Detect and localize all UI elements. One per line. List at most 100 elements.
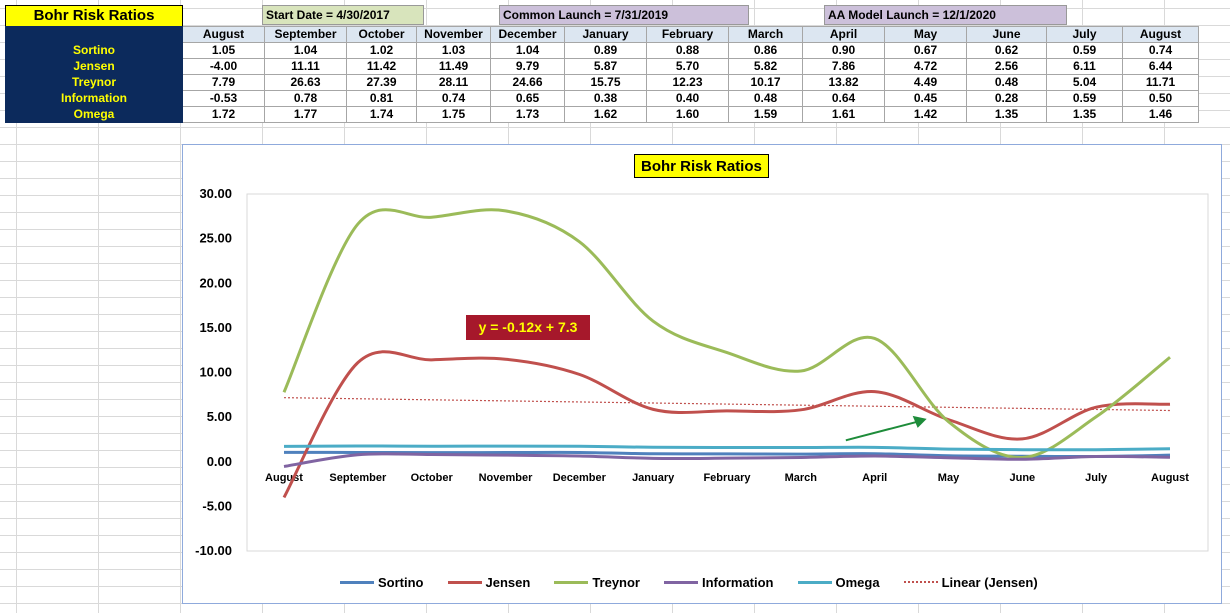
table-cell[interactable]: 5.87: [564, 58, 647, 75]
month-header[interactable]: April: [802, 26, 885, 43]
row-label[interactable]: Treynor: [5, 74, 183, 91]
table-cell[interactable]: 1.35: [1046, 106, 1123, 123]
start-date-note[interactable]: Start Date = 4/30/2017: [262, 5, 424, 25]
table-cell[interactable]: 0.74: [1122, 42, 1199, 59]
x-tick-label: December: [553, 472, 607, 484]
month-header[interactable]: August: [1122, 26, 1199, 43]
table-cell[interactable]: 1.72: [182, 106, 265, 123]
aa-model-launch-note[interactable]: AA Model Launch = 12/1/2020: [824, 5, 1067, 25]
x-tick-label: February: [703, 472, 751, 484]
table-cell[interactable]: 0.67: [884, 42, 967, 59]
month-header[interactable]: November: [416, 26, 491, 43]
table-cell[interactable]: 1.59: [728, 106, 803, 123]
table-cell[interactable]: 0.40: [646, 90, 729, 107]
table-cell[interactable]: 11.49: [416, 58, 491, 75]
table-cell[interactable]: 1.61: [802, 106, 885, 123]
table-cell[interactable]: 1.74: [346, 106, 417, 123]
chart-area[interactable]: [182, 144, 1222, 604]
table-cell[interactable]: 1.62: [564, 106, 647, 123]
table-cell[interactable]: 0.78: [264, 90, 347, 107]
table-cell[interactable]: -4.00: [182, 58, 265, 75]
legend-item: Treynor: [554, 575, 640, 590]
table-cell[interactable]: 9.79: [490, 58, 565, 75]
table-cell[interactable]: 0.62: [966, 42, 1047, 59]
y-tick-label: 20.00: [199, 275, 232, 290]
month-header[interactable]: December: [490, 26, 565, 43]
table-cell[interactable]: 7.86: [802, 58, 885, 75]
month-header[interactable]: July: [1046, 26, 1123, 43]
table-cell[interactable]: 0.89: [564, 42, 647, 59]
table-cell[interactable]: 1.46: [1122, 106, 1199, 123]
table-cell[interactable]: 11.71: [1122, 74, 1199, 91]
table-cell[interactable]: 11.11: [264, 58, 347, 75]
legend-swatch: [447, 580, 482, 584]
table-cell[interactable]: 5.04: [1046, 74, 1123, 91]
table-cell[interactable]: 0.59: [1046, 42, 1123, 59]
table-cell[interactable]: 10.17: [728, 74, 803, 91]
legend-item: Sortino: [340, 575, 424, 590]
table-cell[interactable]: 1.04: [490, 42, 565, 59]
plot-area: [246, 193, 1209, 552]
table-cell[interactable]: 1.60: [646, 106, 729, 123]
table-cell[interactable]: 1.77: [264, 106, 347, 123]
table-cell[interactable]: 7.79: [182, 74, 265, 91]
table-cell[interactable]: 24.66: [490, 74, 565, 91]
month-header[interactable]: February: [646, 26, 729, 43]
table-cell[interactable]: 11.42: [346, 58, 417, 75]
table-cell[interactable]: 5.70: [646, 58, 729, 75]
x-tick-label: January: [632, 472, 675, 484]
table-row: Omega 1.72 1.77 1.74 1.75 1.73 1.62 1.60 1.59 1.6…: [5, 106, 1199, 123]
table-cell[interactable]: 0.65: [490, 90, 565, 107]
y-tick-label: -10.00: [195, 543, 232, 558]
table-cell[interactable]: 4.49: [884, 74, 967, 91]
row-label[interactable]: Sortino: [5, 42, 183, 59]
series-line-jensen: [282, 350, 1171, 499]
table-cell[interactable]: 0.74: [416, 90, 491, 107]
month-header[interactable]: September: [264, 26, 347, 43]
legend-label: Sortino: [378, 574, 424, 590]
table-cell[interactable]: 12.23: [646, 74, 729, 91]
table-cell[interactable]: 0.64: [802, 90, 885, 107]
table-cell[interactable]: 13.82: [802, 74, 885, 91]
table-cell[interactable]: 0.88: [646, 42, 729, 59]
table-cell[interactable]: 1.05: [182, 42, 265, 59]
table-cell[interactable]: 15.75: [564, 74, 647, 91]
month-header[interactable]: March: [728, 26, 803, 43]
table-cell[interactable]: 1.75: [416, 106, 491, 123]
table-cell[interactable]: 0.48: [728, 90, 803, 107]
legend-swatch: [554, 580, 589, 584]
table-cell[interactable]: 0.81: [346, 90, 417, 107]
table-cell[interactable]: 1.03: [416, 42, 491, 59]
table-cell[interactable]: 1.42: [884, 106, 967, 123]
legend-label: Omega: [835, 574, 880, 590]
annotation-arrow: [845, 420, 917, 442]
row-label[interactable]: Information: [5, 90, 183, 107]
table-cell[interactable]: 1.02: [346, 42, 417, 59]
table-cell[interactable]: 2.56: [966, 58, 1047, 75]
table-row: Jensen -4.00 11.11 11.42 11.49 9.79 5.87 5.70 5.…: [5, 58, 1199, 75]
table-row: Treynor 7.79 26.63 27.39 28.11 24.66 15.75 12.2…: [5, 74, 1199, 91]
row-label[interactable]: Omega: [5, 106, 183, 123]
table-cell[interactable]: 0.50: [1122, 90, 1199, 107]
month-header[interactable]: October: [346, 26, 417, 43]
table-cell[interactable]: 1.73: [490, 106, 565, 123]
series-line-treynor: [282, 208, 1171, 459]
legend-label: Treynor: [592, 574, 640, 590]
table-cell[interactable]: 0.48: [966, 74, 1047, 91]
table-cell[interactable]: 0.38: [564, 90, 647, 107]
table-cell[interactable]: 4.72: [884, 58, 967, 75]
month-header[interactable]: May: [884, 26, 967, 43]
table-cell[interactable]: 6.44: [1122, 58, 1199, 75]
ratios-table: August September October November December Ja…: [5, 26, 1199, 123]
table-cell[interactable]: 28.11: [416, 74, 491, 91]
legend-item: Information: [664, 575, 774, 590]
table-cell[interactable]: 1.35: [966, 106, 1047, 123]
common-launch-note[interactable]: Common Launch = 7/31/2019: [499, 5, 749, 25]
y-tick-label: -5.00: [202, 498, 232, 513]
table-cell[interactable]: 26.63: [264, 74, 347, 91]
x-tick-label: September: [329, 472, 387, 484]
table-cell[interactable]: 0.45: [884, 90, 967, 107]
row-label[interactable]: Jensen: [5, 58, 183, 75]
chart-title: Bohr Risk Ratios: [634, 154, 769, 178]
y-tick-label: 0.00: [207, 454, 232, 469]
